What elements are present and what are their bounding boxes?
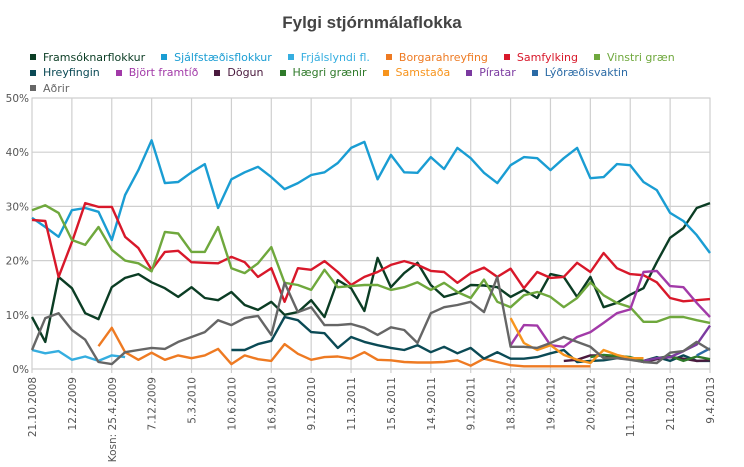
x-tick-label: 5.3.2010 <box>187 377 199 424</box>
series-line-frams-knarflokkur <box>30 201 711 344</box>
legend-swatch <box>594 54 600 60</box>
series-line-bj-rt-framt- <box>509 269 711 348</box>
legend-item[interactable]: Vinstri græn <box>594 50 675 65</box>
x-tick-label: 9.12.2010 <box>306 377 318 430</box>
x-tick-label: 16.9.2010 <box>266 377 278 430</box>
x-tick-label: 19.6.2012 <box>545 377 557 430</box>
y-tick-label: 20% <box>6 256 29 268</box>
legend-label: Aðrir <box>43 81 70 95</box>
x-tick-label: Kosn: 25.4.2009 <box>107 377 119 462</box>
legend-item[interactable]: Borgarahreyfing <box>385 50 488 65</box>
y-tick-label: 40% <box>6 147 29 159</box>
legend-swatch <box>30 69 36 76</box>
x-tick-label: 20.9.2012 <box>585 377 597 430</box>
legend-item[interactable]: Frjálslyndi fl. <box>287 50 370 65</box>
series-line-sj-lfst-isflokkur <box>31 139 711 254</box>
y-tick-label: 10% <box>6 310 29 322</box>
x-tick-label: 14.9.2011 <box>426 377 438 430</box>
legend: Framsóknarflokkur Sjálfstæðisflokkur Frjál… <box>30 49 744 96</box>
y-tick-label: 0% <box>12 364 29 376</box>
x-tick-label: 12.2.2009 <box>67 377 79 430</box>
plot-frame <box>31 97 711 370</box>
legend-item[interactable]: Björt framtíð <box>115 65 199 80</box>
legend-label: Framsóknarflokkur <box>43 50 146 64</box>
legend-label: Hægri grænir <box>292 66 367 79</box>
x-tick-label: 7.12.2009 <box>147 377 159 430</box>
legend-label: Björt framtíð <box>128 66 199 79</box>
y-tick-label: 50% <box>6 93 29 105</box>
x-tick-label: 11.12.2012 <box>625 377 637 437</box>
legend-label: Lýðræðisvaktin <box>544 66 628 79</box>
legend-label: Dögun <box>227 66 264 79</box>
series-line-p-ratar <box>643 324 711 363</box>
legend-label: Sjálfstæðisflokkur <box>174 50 272 64</box>
legend-item[interactable]: Dögun <box>214 65 264 80</box>
x-tick-label: 9.12.2011 <box>466 377 478 430</box>
legend-swatch <box>214 69 221 76</box>
legend-label: Frjálslyndi fl. <box>300 50 370 64</box>
series-line-borgarahreyfing <box>97 326 591 368</box>
legend-swatch <box>531 69 538 76</box>
legend-item[interactable]: Hægri grænir <box>279 65 367 80</box>
x-tick-label: 9.4.2013 <box>705 377 717 424</box>
x-tick-label: 21.10.2008 <box>27 377 39 437</box>
legend-item[interactable]: Sjálfstæðisflokkur <box>161 50 272 65</box>
chart-title: Fylgi stjórnmálaflokka <box>282 13 462 32</box>
legend-label: Samstaða <box>395 66 451 79</box>
legend-item[interactable]: Lýðræðisvaktin <box>531 65 628 80</box>
y-tick-label: 30% <box>6 201 29 213</box>
series-line-samfylking <box>31 201 711 303</box>
legend-item[interactable]: Píratar <box>466 65 516 80</box>
x-tick-label: 21.2.2013 <box>665 377 677 430</box>
legend-label: Píratar <box>479 66 516 79</box>
legend-swatch <box>30 54 36 60</box>
legend-item[interactable]: Framsóknarflokkur <box>30 50 145 65</box>
legend-item[interactable]: Aðrir <box>30 81 69 96</box>
x-tick-label: 15.6.2011 <box>386 377 398 430</box>
legend-label: Samfylking <box>516 50 578 64</box>
x-tick-label: 18.3.2012 <box>506 377 518 430</box>
legend-swatch <box>161 54 168 60</box>
x-tick-label: 10.6.2010 <box>226 377 238 430</box>
legend-swatch <box>382 69 389 76</box>
legend-label: Vinstri græn <box>607 50 675 64</box>
series-line-frj-lslyndi-fl- <box>31 348 126 363</box>
legend-swatch <box>503 54 510 60</box>
legend-swatch <box>287 54 294 60</box>
legend-swatch <box>385 54 392 60</box>
series-line-vinstri-gr-n <box>31 204 711 325</box>
legend-swatch <box>115 69 122 76</box>
legend-swatch <box>466 69 473 76</box>
legend-swatch <box>279 69 286 76</box>
legend-label: Borgarahreyfing <box>398 50 488 64</box>
series-line-a-rir <box>30 275 711 366</box>
x-tick-label: 11.3.2011 <box>346 377 358 430</box>
legend-item[interactable]: Samfylking <box>503 50 578 65</box>
legend-item[interactable]: Samstaða <box>382 65 451 80</box>
legend-item[interactable]: Hreyfingin <box>30 65 100 80</box>
legend-swatch <box>30 85 36 91</box>
legend-label: Hreyfingin <box>43 66 100 79</box>
